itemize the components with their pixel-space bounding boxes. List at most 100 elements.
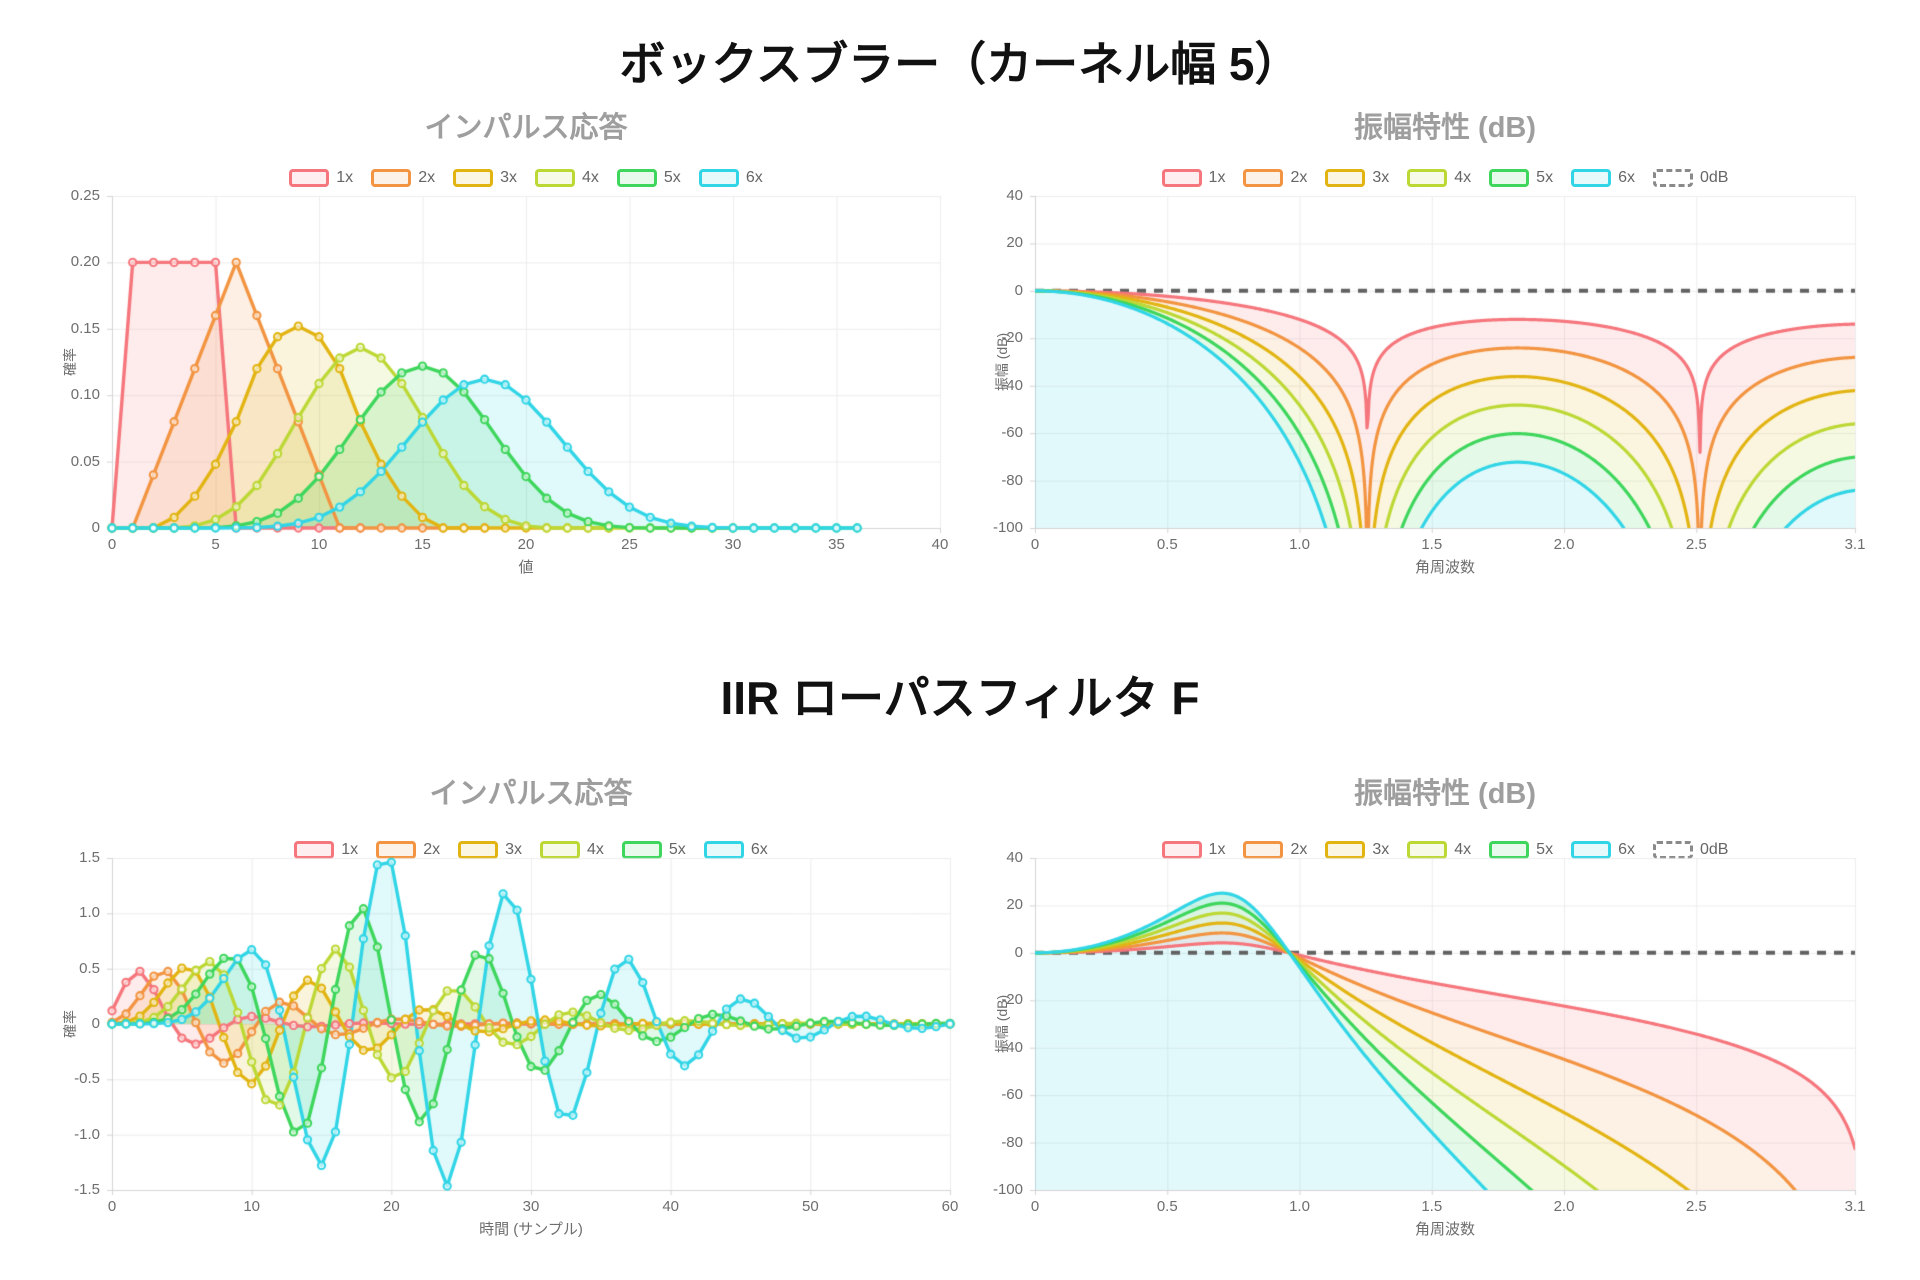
x-tick-label: 2.0 — [1553, 1198, 1575, 1215]
x-tick-label: 3.1 — [1844, 536, 1866, 553]
x-tick-label: 1.0 — [1289, 1198, 1310, 1215]
y-tick-label: 0 — [1014, 281, 1023, 299]
legend-item-3x[interactable]: 3x — [1325, 169, 1389, 187]
y-tick-label: -1.0 — [74, 1125, 100, 1143]
y-tick-label: 20 — [1006, 896, 1023, 914]
y-axis-title: 確率 — [62, 348, 78, 376]
legend-swatch — [453, 169, 494, 187]
magnitude-response-plot-canvas[interactable] — [1027, 850, 1863, 1198]
y-tick-label: 20 — [1006, 234, 1023, 252]
legend-swatch — [371, 169, 412, 187]
chart-title: インパルス応答 — [429, 778, 633, 810]
x-tick-label: 40 — [931, 536, 949, 553]
x-tick-label: 0 — [1030, 1198, 1040, 1215]
legend-swatch — [1489, 169, 1530, 187]
legend-swatch — [1407, 169, 1448, 187]
legend-label: 5x — [663, 169, 681, 186]
y-tick-label: 0.10 — [70, 386, 100, 404]
x-tick-label: 1.5 — [1421, 1198, 1443, 1215]
y-tick-label: 1.0 — [79, 904, 100, 922]
impulse-response-plot-canvas[interactable] — [104, 188, 948, 536]
chart-legend: 1x 2x 3x 4x 5x 6x 0dB — [1035, 167, 1855, 189]
x-tick-label: 35 — [828, 536, 845, 553]
legend-item-3x[interactable]: 3x — [453, 169, 517, 187]
x-axis-title: 時間 (サンプル) — [479, 1221, 583, 1238]
legend-item-4x[interactable]: 4x — [535, 169, 599, 187]
legend-label: 3x — [1372, 169, 1390, 186]
legend-item-6x[interactable]: 6x — [698, 169, 763, 187]
x-tick-label: 30 — [724, 536, 742, 553]
x-axis-title: 値 — [518, 559, 534, 576]
x-tick-label: 10 — [310, 536, 328, 553]
x-tick-label: 15 — [414, 536, 431, 553]
legend-label: 1x — [1208, 169, 1226, 186]
x-tick-label: 0.5 — [1156, 1198, 1178, 1215]
section-title-box-blur: ボックスブラー（カーネル幅 5） — [619, 38, 1301, 90]
legend-swatch — [1161, 169, 1202, 187]
y-axis-title: 確率 — [62, 1010, 78, 1038]
legend-item-2x[interactable]: 2x — [1243, 169, 1307, 187]
y-tick-label: 0.25 — [70, 187, 100, 204]
legend-swatch — [1243, 169, 1284, 187]
legend-label: 2x — [418, 169, 436, 186]
y-tick-label: 40 — [1006, 849, 1023, 866]
y-tick-label: -20 — [1001, 991, 1023, 1009]
y-tick-label: 0.5 — [79, 959, 100, 977]
y-tick-label: -40 — [1001, 1038, 1023, 1056]
legend-label: 5x — [1536, 169, 1554, 186]
y-tick-label: -80 — [1001, 1133, 1023, 1151]
chart-title: 振幅特性 (dB) — [1353, 112, 1537, 144]
x-tick-label: 40 — [662, 1198, 679, 1215]
x-tick-label: 30 — [522, 1198, 540, 1215]
x-tick-label: 0 — [107, 536, 117, 553]
x-tick-label: 25 — [621, 536, 638, 553]
legend-item-5x[interactable]: 5x — [1489, 169, 1553, 187]
y-tick-label: -80 — [1001, 471, 1023, 489]
legend-item-6x[interactable]: 6x — [1571, 169, 1635, 187]
chart-legend: 1x 2x 3x 4x 5x 6x — [112, 167, 940, 189]
x-tick-label: 2.5 — [1685, 536, 1707, 553]
x-tick-label: 5 — [211, 536, 220, 553]
y-axis-title: 振幅 (dB) — [994, 994, 1010, 1054]
y-tick-label: -100 — [992, 1181, 1023, 1198]
y-tick-label: 0.05 — [70, 452, 100, 470]
legend-swatch — [616, 169, 657, 187]
y-tick-label: -40 — [1001, 376, 1023, 394]
legend-swatch — [535, 169, 575, 187]
x-tick-label: 1.5 — [1421, 536, 1443, 553]
y-tick-label: 0.15 — [70, 319, 100, 337]
legend-label: 1x — [336, 169, 354, 186]
x-tick-label: 20 — [382, 1198, 400, 1215]
legend-label: 0dB — [1699, 169, 1729, 186]
x-tick-label: 0.5 — [1156, 536, 1178, 553]
x-tick-label: 20 — [517, 536, 535, 553]
legend-label: 4x — [582, 169, 599, 186]
y-tick-label: 40 — [1006, 187, 1023, 204]
x-axis-title: 角周波数 — [1414, 559, 1475, 576]
section-title-iir-lowpass: IIR ローパスフィルタ F — [720, 672, 1200, 724]
y-tick-label: 0 — [1014, 943, 1023, 961]
legend-item-5x[interactable]: 5x — [616, 169, 681, 187]
x-axis-title: 角周波数 — [1414, 1221, 1475, 1238]
x-tick-label: 0 — [107, 1198, 117, 1215]
x-tick-label: 1.0 — [1289, 536, 1310, 553]
legend-swatch-dashed — [1652, 169, 1693, 187]
y-tick-label: 1.5 — [79, 849, 100, 866]
x-tick-label: 0 — [1030, 536, 1040, 553]
y-tick-label: -0.5 — [74, 1070, 100, 1088]
magnitude-response-plot-canvas[interactable] — [1027, 188, 1863, 536]
legend-label: 3x — [500, 169, 517, 186]
legend-item-4x[interactable]: 4x — [1407, 169, 1471, 187]
x-tick-label: 2.0 — [1553, 536, 1575, 553]
legend-swatch — [1571, 169, 1612, 187]
y-tick-label: -20 — [1001, 329, 1023, 347]
impulse-response-plot-canvas[interactable] — [104, 850, 958, 1198]
legend-item-1x[interactable]: 1x — [1161, 169, 1226, 187]
legend-item-0dB[interactable]: 0dB — [1652, 169, 1729, 187]
legend-label: 6x — [1618, 169, 1635, 186]
chart-title: 振幅特性 (dB) — [1353, 778, 1537, 810]
legend-item-2x[interactable]: 2x — [371, 169, 435, 187]
y-tick-label: -1.5 — [74, 1181, 100, 1198]
legend-item-1x[interactable]: 1x — [289, 169, 353, 187]
y-axis-title: 振幅 (dB) — [994, 332, 1010, 392]
